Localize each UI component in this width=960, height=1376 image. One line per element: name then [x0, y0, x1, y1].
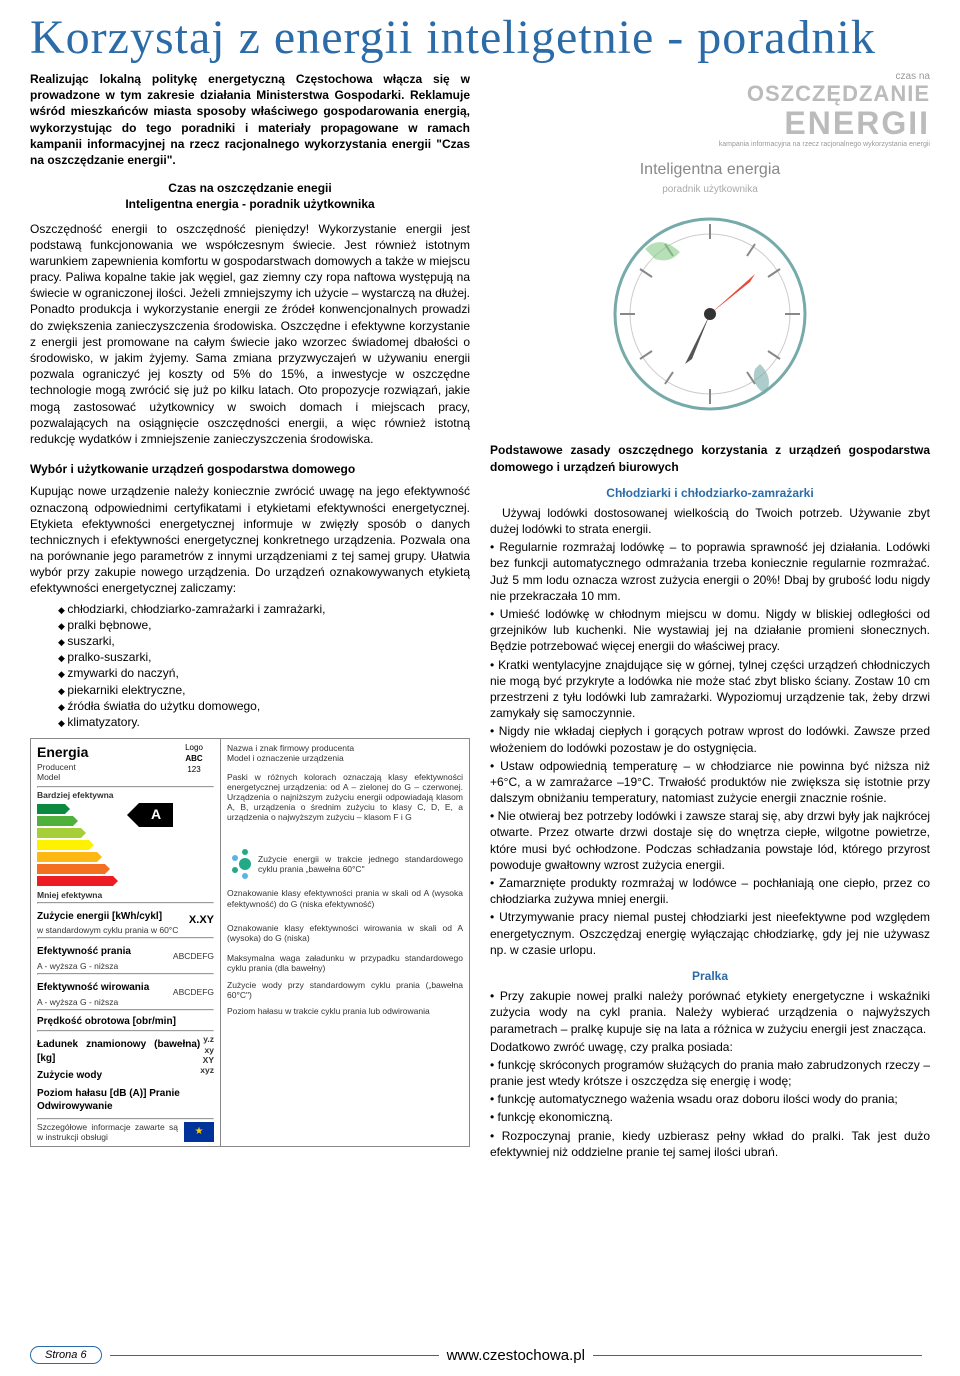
clock-icon [600, 204, 820, 424]
fridge-tip: • Ustaw odpowiednią temperaturę – w chło… [490, 758, 930, 807]
energy-label-diagram: Energia Producent Model Logo ABC 123 Bar… [30, 738, 470, 1147]
row-usage-val: X.XY [189, 913, 214, 928]
page-number-badge: Strona 6 [30, 1346, 102, 1364]
row-water: Zużycie wody [37, 1069, 200, 1083]
row-usage-sub: w standardowym cyklu prania w 60°C [37, 925, 178, 935]
list-item: źródła światła do użytku domowego, [58, 698, 470, 714]
row-usage: Zużycie energii [kWh/cykl] [37, 910, 178, 924]
desc-water: Zużycie wody przy standardowym cyklu pra… [227, 980, 463, 1000]
body-paragraph-2: Kupując nowe urządzenie należy konieczni… [30, 483, 470, 596]
fridge-intro: Używaj lodówki dostosowanej wielkością d… [490, 505, 930, 537]
logo-line4: kampania informacyjna na rzecz racjonaln… [490, 141, 930, 149]
label-more-efficient: Bardziej efektywna [37, 790, 214, 800]
washer-tip: • funkcję ekonomiczną. [490, 1109, 930, 1125]
body-paragraph-1: Oszczędność energii to oszczędność pieni… [30, 221, 470, 448]
energy-abc: ABC [174, 754, 214, 765]
washer-section-header: Pralka [490, 968, 930, 984]
washer-intro2: Dodatkowo zwróć uwagę, czy pralka posiad… [490, 1039, 930, 1055]
list-item: piekarniki elektryczne, [58, 682, 470, 698]
appliance-list: chłodziarki, chłodziarko-zamrażarki i za… [30, 601, 470, 731]
intro-paragraph: Realizując lokalną politykę energetyczną… [30, 71, 470, 168]
row-spin-eff-val: ABCDEFG [173, 987, 214, 997]
clock-figure: Inteligentna energia poradnik użytkownik… [490, 159, 930, 428]
washer-intro: • Przy zakupie nowej pralki należy porów… [490, 988, 930, 1037]
energy-producent: Producent [37, 762, 170, 772]
footer-divider [110, 1355, 439, 1356]
fridge-section-header: Chłodziarki i chłodziarko-zamrażarki [490, 485, 930, 501]
fridge-tip: • Umieść lodówkę w chłodnym miejscu w do… [490, 606, 930, 655]
list-item: klimatyzatory. [58, 714, 470, 730]
subtitle-line2: Inteligentna energia - poradnik użytkown… [30, 196, 470, 212]
row-spin-eff-sub: A - wyższa G - niższa [37, 997, 149, 1007]
desc-header: Nazwa i znak firmowy producenta Model i … [227, 743, 463, 763]
list-item: pralki bębnowe, [58, 617, 470, 633]
fridge-tip: • Regularnie rozmrażaj lodówkę – to popr… [490, 539, 930, 604]
desc-spin-class: Oznakowanie klasy efektywności wirowania… [227, 923, 463, 943]
list-item: suszarki, [58, 633, 470, 649]
row-wash-eff-sub: A - wyższa G - niższa [37, 961, 131, 971]
energy-label-right: Nazwa i znak firmowy producenta Model i … [221, 739, 469, 1146]
energy-123: 123 [174, 765, 214, 776]
list-item: pralko-suszarki, [58, 649, 470, 665]
logo-line2: OSZCZĘDZANIE [490, 82, 930, 106]
list-item: chłodziarki, chłodziarko-zamrażarki i za… [58, 601, 470, 617]
energy-label-left: Energia Producent Model Logo ABC 123 Bar… [31, 739, 221, 1146]
washer-tip: • funkcję skróconych programów służących… [490, 1057, 930, 1089]
desc-arrows: Paski w różnych kolorach oznaczają klasy… [227, 772, 463, 823]
fridge-tip: • Zamarznięte produkty rozmrażaj w lodów… [490, 875, 930, 907]
row-spin-eff: Efektywność wirowania [37, 981, 149, 995]
subtitle-line1: Czas na oszczędzanie enegii [30, 180, 470, 196]
list-item: zmywarki do naczyń, [58, 665, 470, 681]
left-column: Realizując lokalną politykę energetyczną… [30, 71, 470, 1162]
right-column: czas na OSZCZĘDZANIE ENERGII kampania in… [490, 71, 930, 1162]
page-footer: Strona 6 www.czestochowa.pl [30, 1346, 930, 1364]
page-title: Korzystaj z energii inteligetnie - porad… [30, 10, 930, 65]
footer-divider [593, 1355, 922, 1356]
row-vals: y.z xy XY xyz [200, 1034, 214, 1116]
washer-tip: • funkcję automatycznego ważenia wsadu o… [490, 1091, 930, 1107]
fridge-tip: • Utrzymywanie pracy niemal pustej chłod… [490, 909, 930, 958]
row-wash-eff: Efektywność prania [37, 945, 131, 959]
campaign-logo: czas na OSZCZĘDZANIE ENERGII kampania in… [490, 71, 930, 149]
eco-flower-icon [227, 846, 252, 882]
fridge-tip: • Nigdy nie wkładaj ciepłych i gorących … [490, 723, 930, 755]
fridge-tip: • Kratki wentylacyjne znajdujące się w g… [490, 657, 930, 722]
clock-title: Inteligentna energia [490, 159, 930, 181]
washer-tip: • Rozpoczynaj pranie, kiedy uzbierasz pe… [490, 1128, 930, 1160]
energy-model: Model [37, 772, 170, 782]
desc-noise: Poziom hałasu w trakcie cyklu prania lub… [227, 1006, 463, 1016]
desc-flower: Zużycie energii w trakcie jednego standa… [258, 854, 463, 874]
desc-max-load: Maksymalna waga załadunku w przypadku st… [227, 953, 463, 973]
energy-header-title: Energia [37, 743, 170, 762]
desc-wash-class: Oznakowanie klasy efektywności prania w … [227, 888, 463, 908]
label-less-efficient: Mniej efektywna [37, 890, 214, 900]
logo-line3: ENERGII [490, 106, 930, 141]
subtitle-guide: Czas na oszczędzanie enegii Inteligentna… [30, 180, 470, 212]
row-wash-eff-val: ABCDEFG [173, 951, 214, 961]
content-columns: Realizując lokalną politykę energetyczną… [30, 71, 930, 1162]
row-spin-speed: Prędkość obrotowa [obr/min] [37, 1015, 214, 1029]
fridge-tip: • Nie otwieraj bez potrzeby lodówki i za… [490, 808, 930, 873]
label-footer-info: Szczegółowe informacje zawarte są w inst… [37, 1122, 178, 1142]
row-load: Ładunek znamionowy (bawełna) [kg] [37, 1038, 200, 1065]
subtitle-appliances: Wybór i użytkowanie urządzeń gospodarstw… [30, 461, 470, 477]
clock-subtitle: poradnik użytkownika [490, 183, 930, 197]
row-noise: Poziom hałasu [dB (A)] Pranie Odwirowywa… [37, 1087, 200, 1114]
eu-flag-icon: ★ [184, 1122, 214, 1142]
footer-url: www.czestochowa.pl [447, 1347, 585, 1364]
energy-class-badge: A [139, 803, 173, 827]
rules-header: Podstawowe zasady oszczędnego korzystani… [490, 442, 930, 474]
energy-arrows [37, 803, 113, 888]
energy-logo-label: Logo [174, 743, 214, 754]
